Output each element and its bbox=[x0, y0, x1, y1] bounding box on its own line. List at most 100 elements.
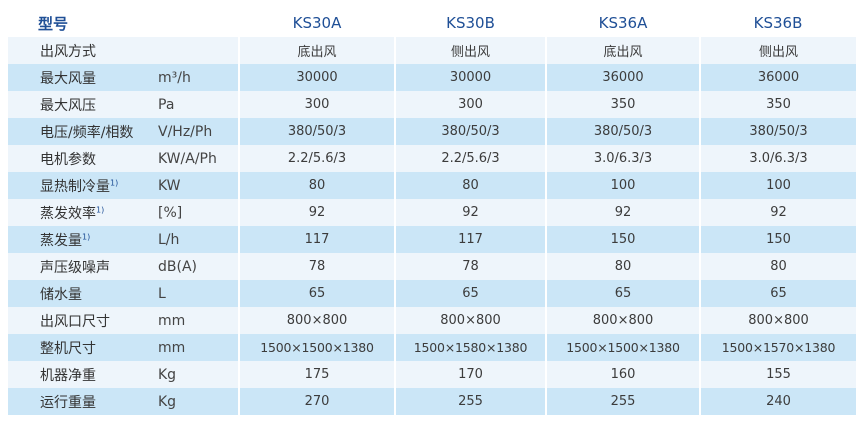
model-ks36b: KS36B bbox=[753, 14, 803, 32]
unit-cell: Kg bbox=[156, 388, 240, 415]
unit-cell: L/h bbox=[156, 226, 240, 253]
value-cell: 30000 bbox=[394, 64, 547, 91]
table-row: 最大风量 m³/h 30000 30000 36000 36000 bbox=[8, 64, 857, 91]
param-label: 出风口尺寸 bbox=[40, 313, 110, 330]
unit-cell: [%] bbox=[156, 199, 240, 226]
value-cell: 255 bbox=[394, 388, 547, 415]
value-cell: 350 bbox=[545, 91, 701, 118]
table-row: 储水量 L 65 65 65 65 bbox=[8, 280, 857, 307]
unit-cell: dB(A) bbox=[156, 253, 240, 280]
table-row: 运行重量 Kg 270 255 255 240 bbox=[8, 388, 857, 415]
value-cell: 80 bbox=[394, 172, 547, 199]
value-cell: 380/50/3 bbox=[238, 118, 396, 145]
param-cell: 蒸发效率1) bbox=[8, 199, 156, 226]
unit-cell: V/Hz/Ph bbox=[156, 118, 240, 145]
value-cell: 800×800 bbox=[699, 307, 857, 334]
table-row: 显热制冷量1) KW 80 80 100 100 bbox=[8, 172, 857, 199]
unit-cell: KW/A/Ph bbox=[156, 145, 240, 172]
table-row: 电机参数 KW/A/Ph 2.2/5.6/3 2.2/5.6/3 3.0/6.3/3 3.… bbox=[8, 145, 857, 172]
unit-cell: m³/h bbox=[156, 64, 240, 91]
value-cell: 65 bbox=[545, 280, 701, 307]
value-cell: 65 bbox=[699, 280, 857, 307]
value-cell: 1500×1500×1380 bbox=[238, 334, 396, 361]
table-row: 出风口尺寸 mm 800×800 800×800 800×800 800×800 bbox=[8, 307, 857, 334]
value-cell: 92 bbox=[238, 199, 396, 226]
value-cell: 30000 bbox=[238, 64, 396, 91]
value-cell: 380/50/3 bbox=[394, 118, 547, 145]
param-label: 显热制冷量 bbox=[40, 178, 110, 195]
param-label: 运行重量 bbox=[40, 394, 96, 411]
value-cell: 65 bbox=[394, 280, 547, 307]
table-row: 电压/频率/相数 V/Hz/Ph 380/50/3 380/50/3 380/50/3 3… bbox=[8, 118, 857, 145]
param-cell: 出风方式 bbox=[8, 37, 156, 64]
value-cell: 100 bbox=[699, 172, 857, 199]
value-cell: 255 bbox=[545, 388, 701, 415]
param-cell: 机器净重 bbox=[8, 361, 156, 388]
unit-cell: KW bbox=[156, 172, 240, 199]
value-cell: 底出风 bbox=[238, 37, 396, 64]
value-cell: 100 bbox=[545, 172, 701, 199]
param-label: 蒸发量 bbox=[40, 232, 82, 249]
param-cell: 蒸发量1) bbox=[8, 226, 156, 253]
param-label: 电机参数 bbox=[40, 151, 96, 168]
value-cell: 150 bbox=[545, 226, 701, 253]
table-row: 机器净重 Kg 175 170 160 155 bbox=[8, 361, 857, 388]
value-cell: 380/50/3 bbox=[545, 118, 701, 145]
table-row: 蒸发量1) L/h 117 117 150 150 bbox=[8, 226, 857, 253]
param-label: 最大风压 bbox=[40, 97, 96, 114]
table-header-row: 型号 KS30A KS30B KS36A KS36B bbox=[8, 9, 856, 37]
param-label: 出风方式 bbox=[40, 43, 96, 60]
param-label: 蒸发效率 bbox=[40, 205, 96, 222]
model-ks36a: KS36A bbox=[598, 14, 648, 32]
value-cell: 270 bbox=[238, 388, 396, 415]
unit-cell: mm bbox=[156, 334, 240, 361]
value-cell: 380/50/3 bbox=[699, 118, 857, 145]
param-label: 电压/频率/相数 bbox=[40, 124, 134, 141]
value-cell: 300 bbox=[394, 91, 547, 118]
value-cell: 800×800 bbox=[394, 307, 547, 334]
value-cell: 92 bbox=[699, 199, 857, 226]
value-cell: 80 bbox=[545, 253, 701, 280]
table-row: 最大风压 Pa 300 300 350 350 bbox=[8, 91, 857, 118]
param-cell: 声压级噪声 bbox=[8, 253, 156, 280]
value-cell: 2.2/5.6/3 bbox=[394, 145, 547, 172]
value-cell: 2.2/5.6/3 bbox=[238, 145, 396, 172]
value-cell: 78 bbox=[238, 253, 396, 280]
unit-cell: Pa bbox=[156, 91, 240, 118]
footnote-marker: 1) bbox=[110, 177, 119, 187]
spec-table-container: 型号 KS30A KS30B KS36A KS36B 出风方式 底出风 侧出风 底出风… bbox=[8, 9, 857, 415]
value-cell: 240 bbox=[699, 388, 857, 415]
value-cell: 175 bbox=[238, 361, 396, 388]
model-header-label: 型号 bbox=[38, 14, 69, 33]
spec-table: 型号 KS30A KS30B KS36A KS36B 出风方式 底出风 侧出风 底出风… bbox=[8, 9, 857, 415]
value-cell: 侧出风 bbox=[394, 37, 547, 64]
value-cell: 170 bbox=[394, 361, 547, 388]
value-cell: 78 bbox=[394, 253, 547, 280]
value-cell: 800×800 bbox=[238, 307, 396, 334]
footnote-marker: 1) bbox=[82, 231, 91, 241]
param-label: 储水量 bbox=[40, 286, 82, 303]
param-cell: 电机参数 bbox=[8, 145, 156, 172]
unit-cell: L bbox=[156, 280, 240, 307]
value-cell: 36000 bbox=[699, 64, 857, 91]
value-cell: 3.0/6.3/3 bbox=[545, 145, 701, 172]
value-cell: 160 bbox=[545, 361, 701, 388]
unit-cell: Kg bbox=[156, 361, 240, 388]
footnote-marker: 1) bbox=[96, 204, 105, 214]
param-cell: 出风口尺寸 bbox=[8, 307, 156, 334]
value-cell: 350 bbox=[699, 91, 857, 118]
value-cell: 800×800 bbox=[545, 307, 701, 334]
table-row: 蒸发效率1) [%] 92 92 92 92 bbox=[8, 199, 857, 226]
model-ks30a: KS30A bbox=[292, 14, 342, 32]
value-cell: 92 bbox=[545, 199, 701, 226]
table-row: 声压级噪声 dB(A) 78 78 80 80 bbox=[8, 253, 857, 280]
value-cell: 65 bbox=[238, 280, 396, 307]
param-cell: 运行重量 bbox=[8, 388, 156, 415]
param-cell: 显热制冷量1) bbox=[8, 172, 156, 199]
value-cell: 1500×1500×1380 bbox=[545, 334, 701, 361]
table-row: 整机尺寸 mm 1500×1500×1380 1500×1580×1380 1500×1… bbox=[8, 334, 857, 361]
value-cell: 300 bbox=[238, 91, 396, 118]
unit-cell: mm bbox=[156, 307, 240, 334]
value-cell: 92 bbox=[394, 199, 547, 226]
value-cell: 3.0/6.3/3 bbox=[699, 145, 857, 172]
